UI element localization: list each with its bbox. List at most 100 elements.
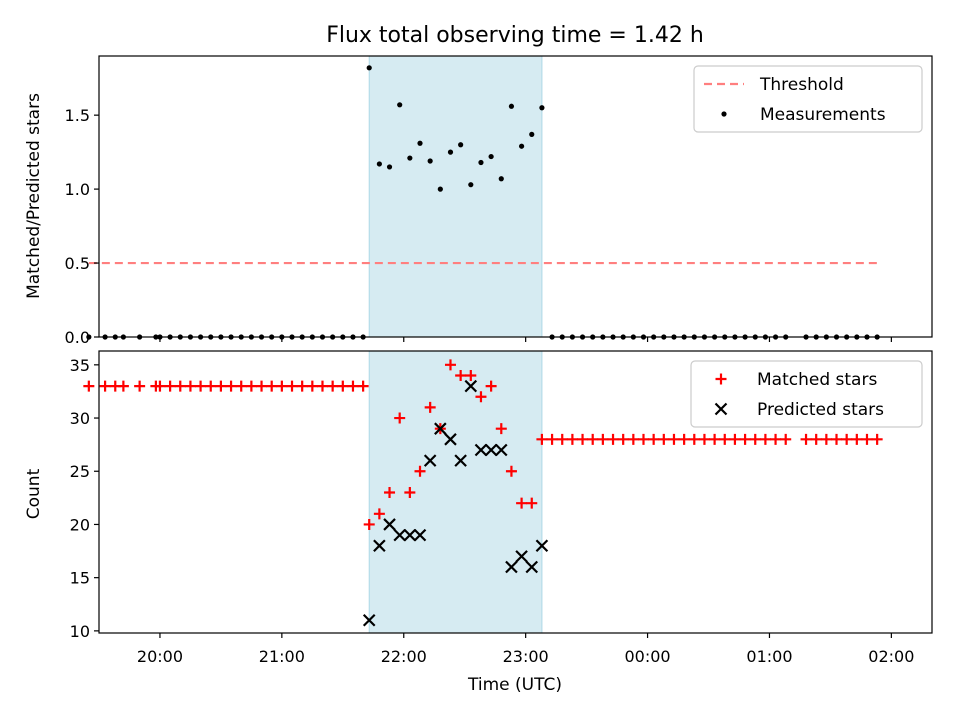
data-point (577, 433, 589, 445)
x-tick-label: 02:00 (868, 647, 914, 666)
y-tick-label: 25 (70, 462, 90, 481)
data-point (205, 380, 217, 392)
legend-box (690, 360, 923, 428)
data-point (465, 369, 477, 381)
data-point (759, 433, 771, 445)
data-point (117, 380, 129, 392)
data-point (529, 131, 535, 137)
legend-marker (715, 373, 727, 385)
data-point (668, 433, 680, 445)
data-point (719, 433, 731, 445)
data-point (384, 487, 396, 499)
data-point (286, 380, 298, 392)
data-point (458, 142, 464, 148)
data-point (414, 465, 426, 477)
data-point (709, 433, 721, 445)
y-tick-label: 0.5 (65, 254, 90, 273)
data-point (427, 158, 433, 164)
highlight-span (368, 55, 543, 338)
data-point (455, 369, 467, 381)
data-point (516, 497, 528, 509)
y-tick-label: 35 (70, 356, 90, 375)
data-point (536, 433, 548, 445)
y-tick-label: 0.0 (65, 328, 90, 347)
data-point (386, 164, 393, 170)
data-point (515, 550, 528, 563)
data-point (508, 103, 515, 109)
bottom-panel: 10 15 20 25 30 35 20:00 21:00 22:00 23:00 00:00 01:… (70, 350, 933, 666)
data-point (729, 433, 741, 445)
data-point (417, 140, 423, 146)
data-point (184, 380, 196, 392)
data-point (306, 380, 318, 392)
legend: Threshold Measurements (693, 65, 923, 133)
data-point (413, 528, 427, 542)
data-point (164, 380, 176, 392)
plot-frame (98, 350, 933, 634)
y-tick-label: 20 (70, 515, 90, 534)
data-point (820, 433, 832, 445)
data-point (485, 380, 497, 392)
data-point (800, 433, 812, 445)
y-tick-label: 1.5 (65, 106, 90, 125)
data-point (373, 508, 385, 520)
data-point (566, 433, 578, 445)
data-point (225, 380, 237, 392)
data-point (407, 155, 413, 161)
data-point (498, 176, 504, 182)
data-point (174, 380, 186, 392)
data-point (770, 433, 782, 445)
legend-label: Measurements (760, 105, 886, 125)
data-point (861, 433, 873, 445)
data-point (607, 433, 619, 445)
x-tick-label: 21:00 (259, 647, 305, 666)
data-point (871, 433, 883, 445)
data-point (444, 433, 457, 446)
legend-box (693, 65, 923, 133)
data-point (546, 433, 558, 445)
data-point (556, 433, 568, 445)
data-point (468, 182, 474, 188)
data-point (397, 102, 403, 108)
data-point (424, 401, 436, 413)
data-point (505, 465, 517, 477)
data-point (526, 497, 538, 509)
data-point (83, 380, 95, 392)
top-panel: 0.0 0.5 1.0 1.5 Threshold Measurements (65, 55, 933, 347)
data-point (423, 454, 437, 467)
x-tick-label: 22:00 (381, 647, 427, 666)
y-tick-label: 10 (70, 622, 90, 641)
data-point (475, 391, 487, 403)
data-point (154, 380, 166, 392)
data-point (488, 153, 494, 160)
data-point (495, 423, 507, 435)
data-point (134, 380, 146, 392)
data-point (276, 380, 288, 392)
data-point (215, 380, 227, 392)
data-point (403, 528, 417, 542)
data-point (749, 433, 761, 445)
data-point (444, 359, 456, 371)
data-point (484, 443, 498, 457)
legend-label: Matched stars (757, 370, 877, 390)
data-point (404, 487, 416, 499)
x-tick-label: 00:00 (625, 647, 671, 666)
data-point (373, 539, 386, 553)
legend-label: Predicted stars (757, 400, 884, 420)
data-point (383, 518, 396, 531)
data-point (739, 433, 751, 445)
x-axis-label: Time (UTC) (467, 675, 562, 695)
data-point (495, 443, 508, 457)
data-point (266, 380, 278, 392)
data-point (195, 380, 207, 392)
data-point (505, 560, 518, 574)
chart-title: Flux total observing time = 1.42 h (326, 23, 704, 48)
data-point (851, 433, 863, 445)
data-point (617, 433, 629, 445)
data-point (347, 380, 359, 392)
data-point (658, 433, 670, 445)
data-point (434, 422, 447, 435)
y-tick-label: 15 (70, 569, 90, 588)
